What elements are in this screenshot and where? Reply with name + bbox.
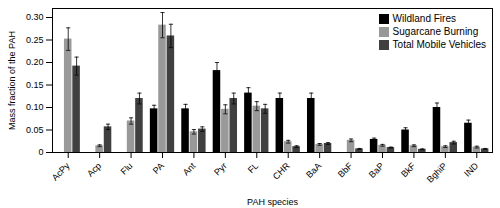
svg-text:BaP: BaP — [367, 161, 386, 180]
svg-text:PAH species: PAH species — [247, 197, 298, 207]
svg-text:0.25: 0.25 — [26, 35, 44, 45]
svg-text:FL: FL — [246, 161, 261, 176]
svg-text:Ant: Ant — [181, 160, 198, 177]
svg-text:0.30: 0.30 — [26, 12, 44, 22]
html-text:Sugarcane Burning: Sugarcane Burning — [392, 26, 479, 37]
svg-text:Acp: Acp — [85, 161, 103, 179]
svg-text:BbF: BbF — [336, 160, 355, 179]
svg-text:Flu: Flu — [119, 161, 135, 177]
html-text:Total Mobile Vehicles: Total Mobile Vehicles — [392, 39, 486, 50]
svg-text:IND: IND — [462, 160, 480, 178]
svg-text:Mass fraction of the PAH: Mass fraction of the PAH — [7, 31, 17, 130]
svg-text:0.15: 0.15 — [26, 80, 44, 90]
svg-text:0.05: 0.05 — [26, 125, 44, 135]
svg-text:0.10: 0.10 — [26, 102, 44, 112]
svg-text:BkF: BkF — [399, 160, 418, 179]
svg-text:BaA: BaA — [304, 161, 323, 180]
svg-text:Pyr: Pyr — [212, 161, 229, 178]
svg-text:0: 0 — [38, 147, 43, 157]
svg-text:PA: PA — [151, 161, 166, 176]
html-text:Wildland Fires: Wildland Fires — [392, 13, 456, 24]
svg-text:CHR: CHR — [271, 160, 292, 181]
svg-text:0.20: 0.20 — [26, 57, 44, 67]
svg-text:BghiP: BghiP — [425, 161, 449, 185]
svg-text:AcPy: AcPy — [50, 160, 72, 182]
